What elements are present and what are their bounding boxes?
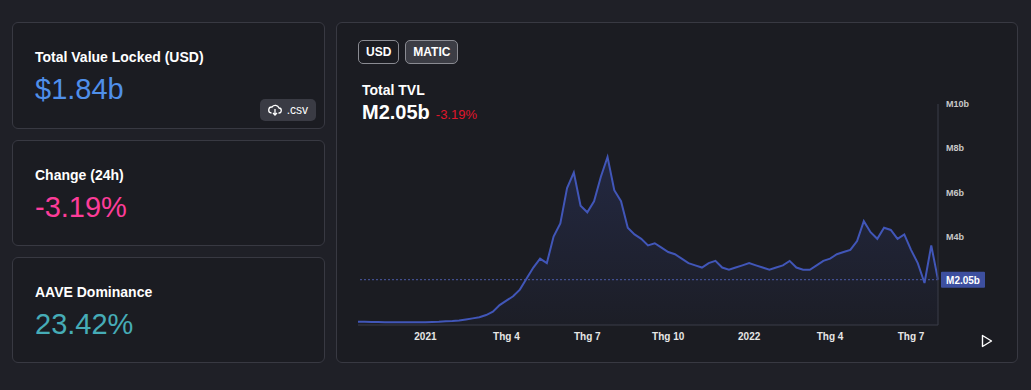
svg-text:M8b: M8b — [946, 143, 965, 153]
html-text:USD: USD — [366, 45, 392, 59]
svg-text:Thg 10: Thg 10 — [652, 331, 685, 342]
svg-text:M2.05b: M2.05b — [946, 275, 980, 286]
html-text:Change (24h): Change (24h) — [35, 167, 124, 183]
html-text:$1.84b: $1.84b — [35, 73, 124, 105]
html-text:Total Value Locked (USD): Total Value Locked (USD) — [35, 49, 204, 65]
svg-text:M4b: M4b — [946, 232, 965, 242]
svg-text:Thg 4: Thg 4 — [493, 331, 520, 342]
svg-text:2022: 2022 — [738, 331, 761, 342]
svg-text:M10b: M10b — [946, 99, 970, 109]
html-text:M2.05b -3.19%: M2.05b -3.19% — [362, 101, 477, 123]
html-text:23.42%: 23.42% — [35, 308, 134, 340]
html-text:.csv: .csv — [286, 103, 308, 117]
svg-text:Thg 7: Thg 7 — [574, 331, 601, 342]
html-text:AAVE Dominance: AAVE Dominance — [35, 284, 153, 300]
html-text:Total TVL: Total TVL — [362, 82, 425, 98]
svg-text:M6b: M6b — [946, 188, 965, 198]
html-text:-3.19%: -3.19% — [35, 191, 127, 223]
svg-text:2021: 2021 — [414, 331, 437, 342]
svg-text:Thg 7: Thg 7 — [898, 331, 925, 342]
html-text:MATIC: MATIC — [413, 45, 451, 59]
svg-text:Thg 4: Thg 4 — [817, 331, 844, 342]
